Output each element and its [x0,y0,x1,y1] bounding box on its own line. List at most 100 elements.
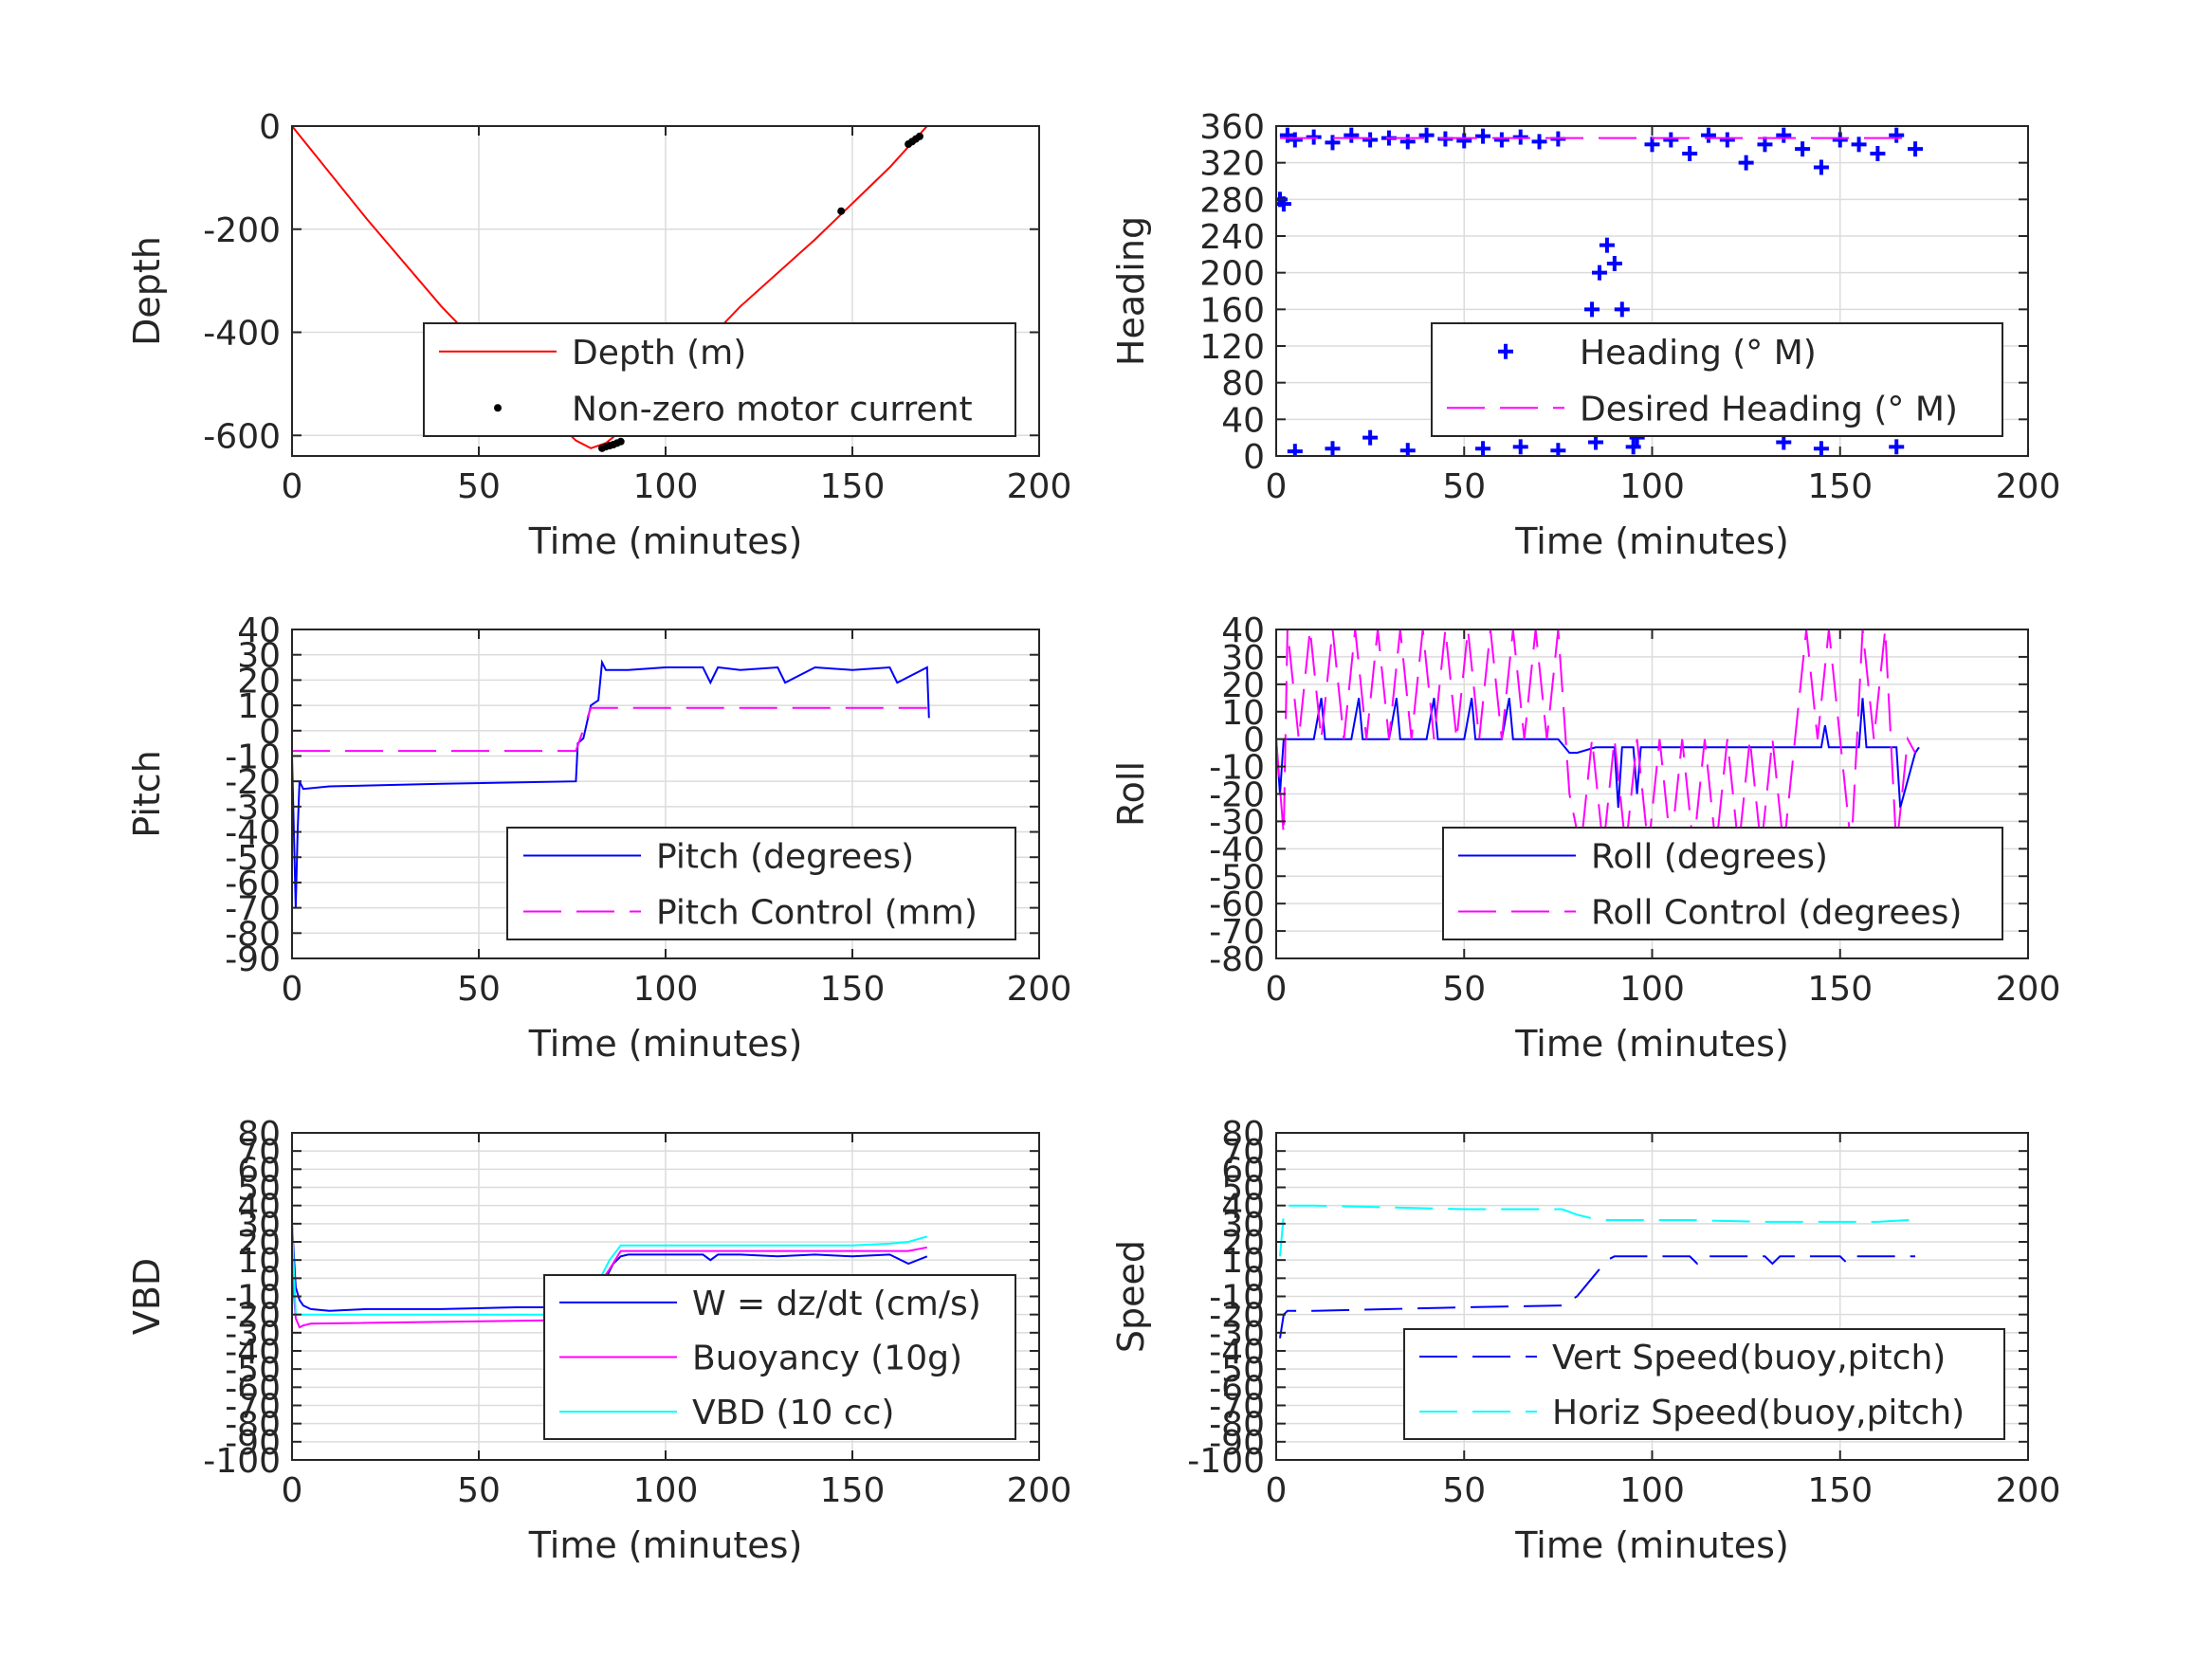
pitch-y-tick-label: -10 [225,738,281,776]
pitch-y-tick-label: -50 [225,839,281,878]
heading-series-0-point [1738,155,1754,171]
speed-y-tick-label: 30 [1221,1206,1265,1245]
vbd-y-tick-label: 30 [237,1206,281,1245]
speed-y-tick-label: 60 [1221,1151,1265,1190]
vbd-series-0-line [292,1223,928,1312]
heading-series-0-point [1399,134,1416,150]
depth-legend: Depth (m) Non-zero motor current [423,322,1016,437]
depth-legend-box [423,322,1016,437]
speed-y-tick-label: -50 [1209,1351,1265,1390]
vbd-y-tick-label: -30 [225,1315,281,1354]
heading-x-tick-label: 0 [1266,467,1288,506]
vbd-panel: 0 50 100 150 200-100-90-80-70-60-50-40-30-20… [126,1115,1071,1566]
roll-y-tick-label: 40 [1221,611,1265,650]
roll-y-tick-label: 20 [1221,666,1265,705]
heading-series-0-point [1625,439,1641,455]
heading-series-0-point [1344,127,1360,143]
pitch-series-group [292,659,930,908]
depth-y-tick-label: 0 [259,108,281,147]
heading-series-0-point [1588,434,1604,450]
vbd-y-tick-label: -10 [225,1279,281,1318]
heading-x-tick-label: 50 [1442,467,1486,506]
depth-series-1-point [915,132,923,140]
speed-y-tick-label: -80 [1209,1406,1265,1445]
roll-x-tick-label: 50 [1442,970,1486,1009]
vbd-y-tick-label: 60 [237,1151,281,1190]
pitch-x-tick-label: 100 [633,970,699,1009]
speed-y-tick-label: -30 [1209,1315,1265,1354]
vbd-legend-label-0: W = dz/dt (cm/s) [692,1285,981,1323]
vbd-x-tick-label: 0 [282,1471,303,1510]
vbd-legend-label-1: Buoyancy (10g) [692,1340,962,1378]
heading-series-0-point [1700,127,1716,143]
speed-y-tick-label: 70 [1221,1133,1265,1172]
speed-y-tick-label: 0 [1243,1260,1265,1299]
heading-series-0-point [1325,135,1341,151]
depth-x-tick-label: 0 [282,467,303,506]
vbd-y-tick-label: -80 [225,1406,281,1445]
heading-series-0-point [1776,434,1792,450]
heading-y-tick-label: 360 [1199,108,1265,147]
vbd-y-tick-label: 0 [259,1260,281,1299]
vbd-x-axis-title: Time (minutes) [528,1524,803,1566]
depth-y-tick-label: -600 [203,417,281,456]
pitch-x-axis-title: Time (minutes) [528,1023,803,1065]
heading-y-axis-title: Heading [1110,216,1152,366]
pitch-panel: 0 50 100 150 200-90-80-70-60-50-40-30-20-100… [126,611,1071,1065]
pitch-series-0-line [292,659,930,908]
depth-y-tick-label: -400 [203,315,281,354]
vbd-x-tick-label: 50 [457,1471,501,1510]
pitch-y-tick-label: -70 [225,890,281,929]
vbd-legend-label-2: VBD (10 cc) [692,1394,894,1432]
roll-series-group [1276,629,1920,849]
heading-y-tick-label: 0 [1243,438,1265,477]
heading-series-0-point [1493,132,1509,148]
pitch-y-tick-label: -20 [225,763,281,802]
heading-x-axis-title: Time (minutes) [1514,520,1789,562]
heading-series-0-point [1325,441,1341,456]
roll-x-tick-label: 150 [1807,970,1873,1009]
heading-series-0-point [1584,301,1600,318]
speed-x-tick-label: 50 [1442,1471,1486,1510]
heading-series-0-point [1776,127,1792,143]
speed-series-1-line [1279,1204,1916,1257]
roll-y-tick-label: -70 [1209,913,1265,952]
vbd-y-axis-title: VBD [126,1258,168,1335]
heading-y-tick-label: 200 [1199,255,1265,294]
depth-legend-label-0: Depth (m) [572,334,746,373]
heading-series-0-point [1614,301,1630,318]
pitch-y-tick-label: -90 [225,940,281,979]
heading-y-tick-label: 80 [1221,365,1265,404]
speed-y-tick-label: 10 [1221,1242,1265,1281]
vbd-y-tick-label: -100 [203,1442,281,1481]
vbd-y-tick-label: 20 [237,1224,281,1263]
depth-series-group [292,126,928,452]
depth-y-tick-label: -200 [203,211,281,250]
depth-panel: 0 50 100 150 200 -600 -400 -200 0 Time (minutes) D… [126,108,1071,562]
heading-series-group [1276,127,1924,456]
heading-series-0-point [1362,132,1379,148]
pitch-y-tick-label: 20 [237,662,281,701]
roll-series-0-line [1276,698,1920,809]
depth-legend-sample-1 [494,404,502,412]
heading-series-0-point [1512,439,1528,455]
speed-x-tick-label: 0 [1266,1471,1288,1510]
pitch-y-tick-label: -40 [225,814,281,853]
speed-y-tick-label: -20 [1209,1297,1265,1336]
pitch-legend-box [506,827,1016,940]
speed-series-group [1279,1204,1916,1339]
pitch-legend-label-1: Pitch Control (mm) [656,894,978,933]
heading-series-0-point [1456,133,1472,149]
pitch-y-tick-label: 10 [237,687,281,726]
vbd-y-tick-label: 10 [237,1242,281,1281]
depth-x-axis-title: Time (minutes) [528,520,803,562]
speed-legend-label-0: Vert Speed(buoy,pitch) [1552,1339,1946,1377]
heading-series-0-point [1475,128,1491,144]
pitch-y-axis-title: Pitch [126,750,168,838]
speed-legend: Vert Speed(buoy,pitch) Horiz Speed(buoy,p… [1403,1328,2005,1440]
vbd-y-tick-label: -40 [225,1333,281,1372]
heading-series-0-point [1644,137,1660,153]
speed-x-tick-label: 100 [1619,1471,1685,1510]
heading-panel: 0 50 100 150 20004080120160200240280320360Ti… [1110,108,2060,562]
